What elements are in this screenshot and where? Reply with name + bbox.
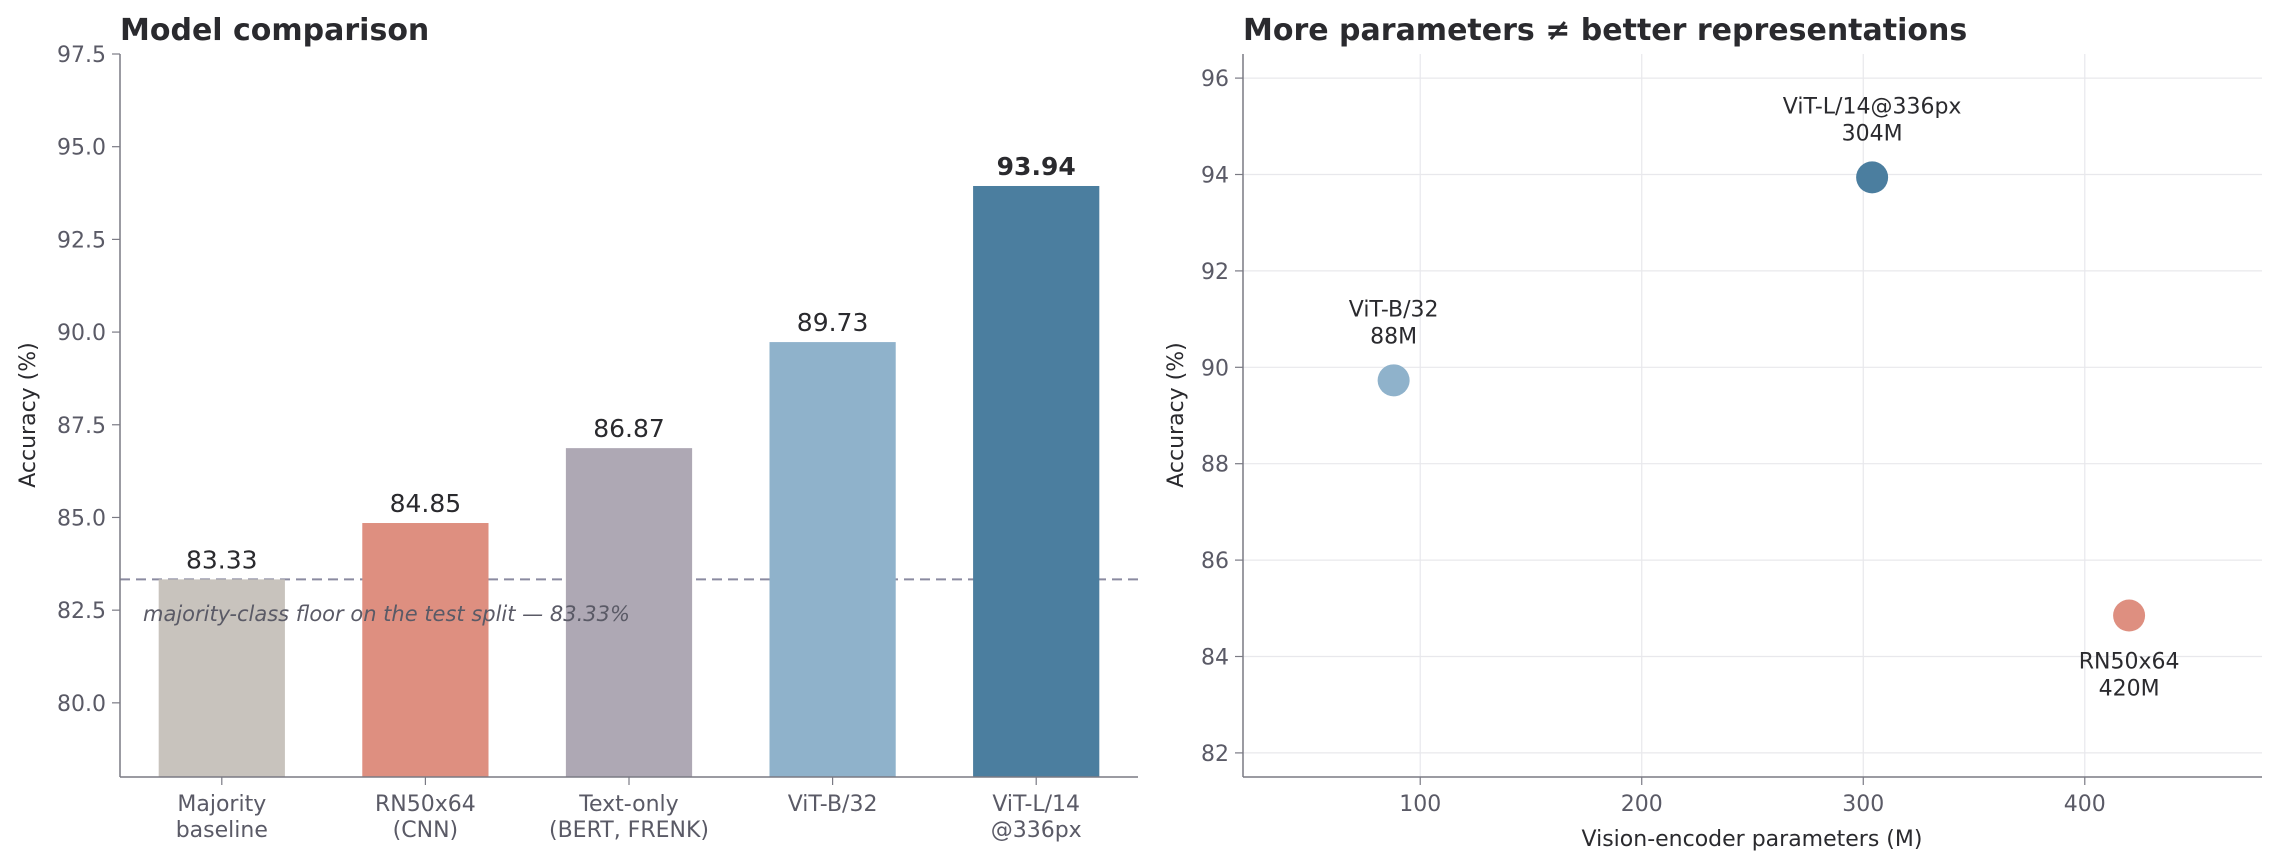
bar-y-tick-label: 87.5 — [57, 414, 106, 439]
scatter-chart-y-ticks: 82 84 86 88 90 92 94 96 — [1201, 67, 1243, 767]
bar-x-tick-label: ViT-B/32 — [788, 792, 878, 817]
scatter-chart-x-axis-label: Vision-encoder parameters (M) — [1582, 827, 1923, 852]
scatter-y-tick-label: 84 — [1201, 646, 1229, 671]
bar-x-tick-label: Majority — [177, 792, 266, 817]
scatter-point-label: ViT-L/14@336px — [1783, 94, 1962, 119]
scatter-point — [1377, 364, 1410, 397]
bar-x-tick-label: RN50x64 — [375, 792, 476, 817]
bar-chart-y-axis-label: Accuracy (%) — [16, 342, 41, 488]
scatter-chart-x-ticks: 100 200 300 400 — [1399, 777, 2106, 817]
scatter-x-tick-label: 200 — [1621, 792, 1663, 817]
scatter-point — [2113, 599, 2146, 632]
scatter-y-tick-label: 82 — [1201, 742, 1229, 767]
bar-x-tick-label: @336px — [991, 818, 1082, 843]
scatter-chart-title: More parameters ≠ better representations — [1243, 13, 1967, 48]
bar — [769, 342, 896, 777]
bar-y-tick-label: 95.0 — [57, 136, 106, 161]
bar-y-tick-label: 92.5 — [57, 228, 106, 253]
bar — [158, 579, 285, 777]
scatter-x-tick-label: 400 — [2064, 792, 2106, 817]
scatter-y-tick-label: 94 — [1201, 164, 1229, 189]
bar — [973, 185, 1100, 778]
bar-y-tick-label: 90.0 — [57, 321, 106, 346]
scatter-y-tick-label: 88 — [1201, 453, 1229, 478]
bar-x-tick-label: (CNN) — [393, 818, 458, 843]
scatter-point-label: 88M — [1370, 324, 1417, 349]
scatter-y-tick-label: 90 — [1201, 356, 1229, 381]
bar-y-tick-label: 80.0 — [57, 692, 106, 717]
scatter-x-tick-label: 300 — [1842, 792, 1884, 817]
bar-chart-bars — [158, 185, 1100, 778]
bar-chart-title: Model comparison — [120, 13, 429, 48]
bar-chart-y-ticks: 80.0 82.5 85.0 87.5 90.0 92.5 95.0 97.5 — [57, 43, 120, 717]
bar-chart-value-labels: 83.33 84.85 86.87 89.73 93.94 — [186, 152, 1076, 574]
bar-value-label: 86.87 — [593, 414, 665, 443]
scatter-point — [1856, 161, 1889, 194]
scatter-y-tick-label: 86 — [1201, 549, 1229, 574]
bar-x-tick-label: Text-only — [578, 792, 678, 817]
bar — [565, 448, 693, 777]
scatter-chart-y-axis-label: Accuracy (%) — [1164, 342, 1189, 488]
scatter-point-label: 420M — [2099, 677, 2160, 702]
bar-value-label: 83.33 — [186, 545, 258, 574]
scatter-x-tick-label: 100 — [1399, 792, 1441, 817]
bar — [362, 523, 489, 777]
bar-value-label: 84.85 — [390, 489, 462, 518]
bar-x-tick-label: baseline — [176, 818, 268, 843]
scatter-y-tick-label: 92 — [1201, 260, 1229, 285]
scatter-chart-panel: More parameters ≠ better representations… — [1164, 13, 2262, 852]
scatter-point-label: ViT-B/32 — [1349, 297, 1439, 322]
reference-line-label: majority-class floor on the test split —… — [143, 602, 630, 626]
bar-x-tick-label: ViT-L/14 — [992, 792, 1080, 817]
bar-y-tick-label: 82.5 — [57, 599, 106, 624]
bar-y-tick-label: 85.0 — [57, 506, 106, 531]
bar-value-label: 89.73 — [797, 308, 869, 337]
scatter-point-label: 304M — [1842, 121, 1903, 146]
scatter-y-tick-label: 96 — [1201, 67, 1229, 92]
scatter-chart-points — [1377, 161, 2146, 632]
bar-y-tick-label: 97.5 — [57, 43, 106, 68]
scatter-point-label: RN50x64 — [2079, 650, 2180, 675]
bar-chart-panel: Model comparison Accuracy (%) 80.0 82.5 85… — [16, 13, 1138, 843]
bar-x-tick-label: (BERT, FRENK) — [549, 818, 709, 843]
bar-value-label: 93.94 — [997, 152, 1076, 181]
